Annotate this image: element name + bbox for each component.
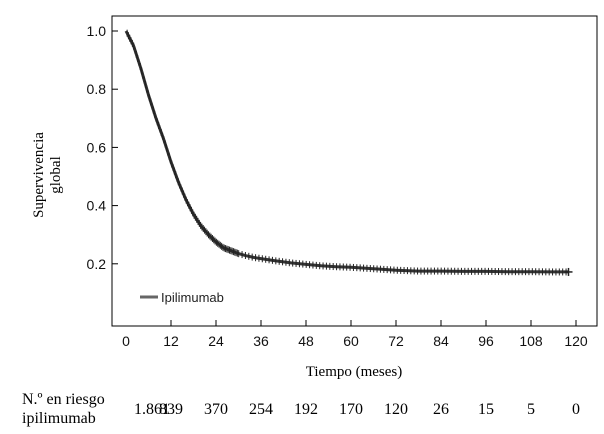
y-axis-ticks: 0.2 0.4 0.6 0.8 1.0 [87,23,118,272]
x-tick-label: 12 [163,333,179,349]
legend-label-ipilimumab: Ipilimumab [161,290,224,305]
x-tick-label: 120 [564,333,588,349]
y-axis-title-line1: Supervivencia [31,132,47,218]
x-tick-label: 96 [478,333,494,349]
y-tick-label: 0.4 [87,198,107,214]
risk-value: 15 [478,401,494,418]
risk-table-row-label: ipilimumab [22,410,96,427]
risk-table-header: N.º en riesgo [22,391,105,408]
y-tick-label: 1.0 [87,23,107,39]
x-tick-label: 0 [122,333,130,349]
risk-value: 839 [159,401,183,418]
censor-marks [126,29,573,276]
x-tick-label: 24 [208,333,224,349]
risk-value: 192 [294,401,318,418]
y-axis-title: Supervivencia global [31,132,64,218]
risk-value: 5 [527,401,535,418]
x-tick-label: 48 [298,333,314,349]
x-tick-label: 60 [343,333,359,349]
x-axis-title: Tiempo (meses) [306,364,403,380]
x-tick-label: 72 [388,333,404,349]
y-tick-label: 0.2 [87,256,107,272]
series-layer [124,29,573,276]
x-tick-label: 108 [519,333,543,349]
x-tick-label: 84 [433,333,449,349]
series-line-ipilimumab [124,30,569,274]
y-tick-label: 0.6 [87,139,107,155]
plot-frame [111,15,598,327]
risk-value: 170 [339,401,363,418]
risk-value: 254 [249,401,273,418]
y-axis-title-line2: global [48,156,64,194]
y-tick-label: 0.8 [87,81,107,97]
risk-value: 120 [384,401,408,418]
risk-value: 370 [204,401,228,418]
risk-value: 1.861 [134,401,170,418]
risk-value: 0 [572,401,580,418]
x-axis-ticks: 0 12 24 36 48 60 72 84 96 108 120 [122,320,588,349]
risk-value: 26 [433,401,449,418]
x-tick-label: 36 [253,333,269,349]
legend: Ipilimumab [140,290,224,305]
